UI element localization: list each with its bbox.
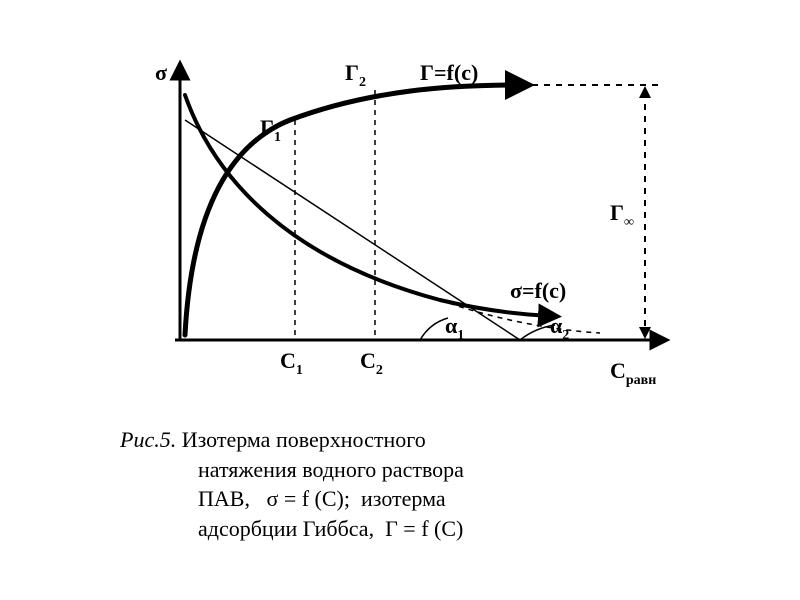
gamma1-label: Γ1 (260, 115, 281, 145)
gamma-inf-label: Γ∞ (610, 200, 634, 230)
caption-line4a: адсорбции Гиббса, (198, 516, 374, 541)
caption-line3a: ПАВ, (198, 486, 250, 511)
figure-number: Рис.5. (120, 427, 176, 452)
gamma-curve (185, 85, 520, 335)
y-axis-label: σ (155, 60, 167, 85)
caption-line4-formula: Γ = f (C) (385, 516, 463, 541)
figure-caption: Рис.5. Изотерма поверхностного натяжения… (120, 425, 680, 544)
tangent-line (185, 120, 520, 340)
caption-line3b: изотерма (361, 486, 446, 511)
caption-line2: натяжения водного раствора (120, 455, 680, 485)
x-axis-label: Cравн (610, 358, 656, 388)
adsorption-isotherm-chart: σ Γ1 Γ2 (120, 60, 680, 390)
sigma-curve (185, 95, 550, 316)
c1-label: C1 (280, 348, 303, 378)
sigma-fc-label: σ=f(c) (510, 278, 566, 303)
gamma-fc-label: Γ=f(c) (420, 60, 478, 85)
c2-label: C2 (360, 348, 383, 378)
caption-line3-formula: σ = f (C); (266, 486, 350, 511)
alpha1-arc (420, 318, 448, 340)
caption-line1: Изотерма поверхностного (182, 427, 426, 452)
gamma2-label: Γ2 (345, 60, 366, 90)
